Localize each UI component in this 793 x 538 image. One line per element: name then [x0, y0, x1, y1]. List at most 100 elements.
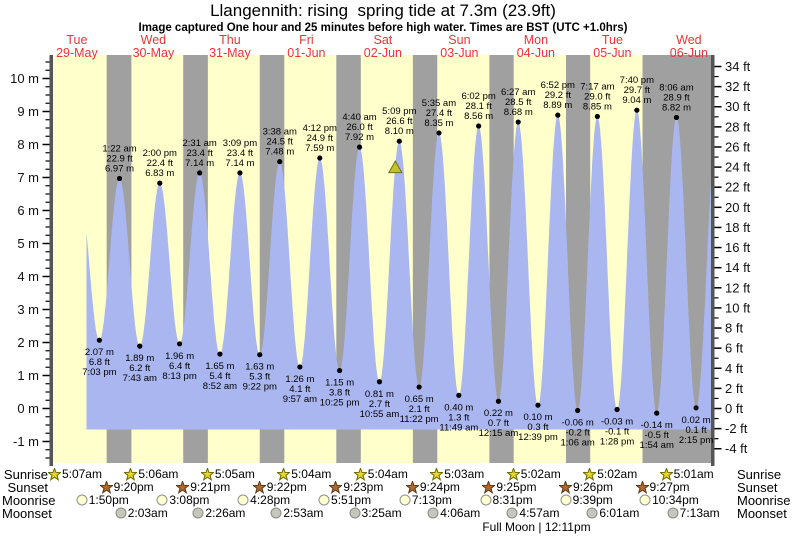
ft-axis-label: 0 ft	[725, 401, 743, 416]
ft-axis	[711, 55, 715, 466]
sunrise-icon	[583, 467, 597, 481]
sunrise-icon	[124, 467, 138, 481]
sunrise-event: 5:05am	[200, 467, 255, 481]
ft-axis-label: 28 ft	[725, 119, 751, 134]
sunrise-time: 5:07am	[61, 467, 102, 481]
sunset-event: 9:27pm	[635, 480, 690, 494]
high-tide-label: 2:31 am	[183, 138, 217, 149]
high-tide-label: 28.1 ft	[465, 101, 492, 112]
high-tide-label: 3:09 pm	[223, 138, 257, 149]
sunset-event: 9:21pm	[176, 480, 230, 494]
sunset-event: 9:20pm	[99, 480, 154, 494]
date-label: 02-Jun	[363, 46, 403, 60]
moonset-icon	[270, 507, 282, 519]
sunset-event: 9:25pm	[482, 480, 536, 494]
sunrise-icon	[430, 467, 444, 481]
ft-axis-label: 16 ft	[725, 240, 751, 255]
low-tide-label: -0.1 ft	[605, 426, 630, 437]
date-label: 04-Jun	[516, 46, 556, 60]
low-tide-label: 0.10 m	[523, 412, 552, 423]
day-of-week: Thu	[219, 33, 241, 47]
full-moon-label: Full Moon | 12:11pm	[482, 520, 591, 534]
ft-axis-label: -2 ft	[725, 421, 748, 436]
low-tide-label: 0.65 m	[405, 394, 434, 405]
sunset-time: 9:20pm	[113, 480, 154, 494]
high-tide-dot	[594, 113, 600, 120]
tide-area	[86, 110, 711, 430]
high-tide-label: 29.0 ft	[584, 91, 611, 102]
day-label: Fri 01-Jun	[264, 33, 348, 60]
ft-axis-label: 10 ft	[725, 300, 751, 315]
day-label: Thu 31-May	[188, 33, 272, 60]
high-tide-label: 8.68 m	[504, 107, 533, 118]
sunrise-time: 5:02am	[597, 467, 638, 481]
low-tide-label: 6.8 ft	[89, 357, 110, 368]
high-tide-label: 8.10 m	[385, 126, 414, 137]
low-tide-label: 12:15 am	[479, 428, 519, 439]
astro-row-label-moonrise-right: Moonrise	[737, 493, 791, 508]
low-tide-label: 10:55 am	[360, 409, 400, 420]
moonrise-event: 3:08pm	[156, 493, 209, 507]
sunrise-time: 5:03am	[444, 467, 485, 481]
moonset-icon	[506, 507, 518, 519]
ft-axis-label: 22 ft	[725, 180, 751, 195]
astro-row-label-moonrise: Moonrise	[2, 493, 56, 508]
moonset-event: 2:03am	[115, 506, 168, 520]
high-tide-label: 3:38 am	[263, 127, 297, 138]
high-tide-label: 4:40 am	[342, 112, 376, 123]
sunrise-time: 5:02am	[520, 467, 561, 481]
high-tide-label: 4:12 pm	[303, 123, 337, 134]
date-label: 31-May	[209, 46, 251, 60]
low-tide-label: -0.14 m	[641, 420, 673, 431]
sunrise-icon	[277, 467, 291, 481]
date-label: 01-Jun	[287, 46, 326, 60]
high-tide-label: 8.85 m	[583, 101, 612, 112]
low-tide-dot	[217, 351, 223, 357]
low-tide-label: 1.89 m	[125, 353, 154, 364]
page-subtitle: Image captured One hour and 25 minutes b…	[138, 22, 628, 34]
m-axis-label: 2 m	[17, 335, 39, 350]
moonrise-time: 9:39pm	[572, 493, 613, 507]
low-tide-label: 0.81 m	[365, 389, 394, 400]
moonrise-event: 5:51pm	[318, 493, 371, 507]
low-tide-label: 9:57 am	[283, 394, 317, 405]
astro-row-label-sunrise: Sunrise	[3, 467, 48, 482]
moonrise-time: 10:34pm	[652, 493, 699, 507]
moonrise-event: 4:28pm	[237, 493, 290, 507]
low-tide-label: 1.26 m	[285, 374, 314, 385]
low-tide-dot	[96, 337, 102, 343]
high-tide-label: 7.14 m	[185, 158, 214, 169]
moonset-icon	[192, 507, 204, 519]
ft-axis-label: 34 ft	[725, 59, 751, 74]
high-tide-dot	[555, 112, 561, 118]
low-tide-label: 0.22 m	[484, 408, 513, 419]
sunrise-event: 5:04am	[277, 467, 331, 481]
low-tide-label: 6.2 ft	[129, 363, 150, 374]
low-tide-label: 2:15 pm	[679, 435, 713, 446]
astro-row-label-sunset: Sunset	[7, 480, 48, 495]
high-tide-label: 5:35 am	[422, 98, 456, 109]
sunset-event: 9:22pm	[252, 480, 307, 494]
page-title: Llangennith: rising spring tide at 7.3m …	[210, 1, 556, 20]
moonrise-icon	[480, 494, 492, 506]
moonrise-icon	[639, 494, 651, 506]
low-tide-label: 1.15 m	[325, 378, 354, 389]
moonset-icon	[115, 507, 127, 519]
high-tide-label: 7.14 m	[225, 158, 254, 169]
low-tide-label: 3.8 ft	[329, 388, 350, 399]
moonrise-icon	[318, 494, 330, 506]
low-tide-label: 4.1 ft	[289, 384, 310, 395]
low-tide-label: -0.2 ft	[566, 427, 591, 438]
sunrise-time: 5:05am	[214, 467, 255, 481]
low-tide-dot	[614, 406, 620, 413]
moonrise-time: 8:31pm	[492, 493, 533, 507]
astro-row-label-moonset-right: Moonset	[737, 506, 787, 521]
moonset-icon	[427, 507, 439, 519]
date-label: 29-May	[56, 46, 98, 60]
sunset-time: 9:23pm	[343, 480, 384, 494]
date-label: 03-Jun	[440, 46, 479, 60]
moonset-event: 2:53am	[270, 506, 323, 520]
high-tide-label: 7.92 m	[345, 132, 374, 143]
high-tide-label: 8:06 am	[659, 82, 693, 93]
